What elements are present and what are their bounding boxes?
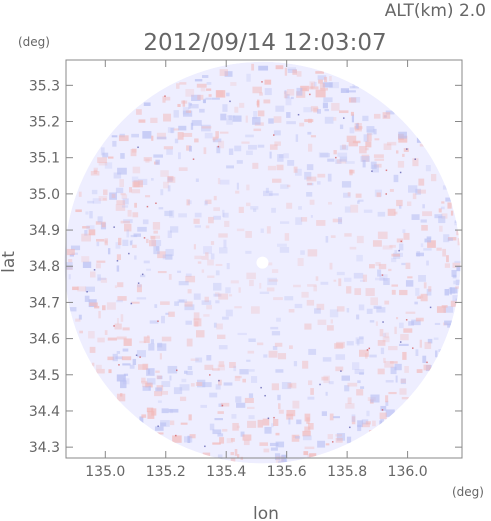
x-tick-label: 136.0 bbox=[388, 464, 428, 480]
y-tick-label: 35.2 bbox=[29, 115, 60, 131]
x-tick-label: 135.6 bbox=[267, 464, 307, 480]
y-axis-title: lat bbox=[0, 251, 19, 273]
x-tick-label: 135.2 bbox=[146, 464, 186, 480]
y-tick-label: 34.8 bbox=[29, 259, 60, 275]
y-tick-label: 34.7 bbox=[29, 295, 60, 311]
plot-frame bbox=[65, 59, 463, 459]
y-tick-label: 35.3 bbox=[29, 78, 60, 94]
timestamp-title: 2012/09/14 12:03:07 bbox=[143, 30, 386, 56]
y-tick-label: 34.4 bbox=[29, 404, 60, 420]
x-axis-ticks: 135.0 135.2 135.4 135.6 135.8 136.0 bbox=[85, 60, 428, 480]
y-unit-label: (deg) bbox=[18, 35, 50, 49]
y-tick-label: 35.0 bbox=[29, 187, 60, 203]
x-tick-label: 135.8 bbox=[327, 464, 367, 480]
altitude-label: ALT(km) 2.0 bbox=[385, 1, 486, 21]
radar-data-field bbox=[64, 61, 461, 464]
x-axis-title: lon bbox=[253, 504, 279, 521]
x-tick-label: 135.0 bbox=[85, 464, 125, 480]
x-tick-label: 135.4 bbox=[206, 464, 246, 480]
y-tick-label: 34.6 bbox=[29, 332, 60, 348]
x-unit-label: (deg) bbox=[452, 485, 484, 499]
y-tick-label: 34.3 bbox=[29, 440, 60, 456]
y-axis-ticks: 34.3 34.4 34.5 34.6 34.7 34.8 34.9 35.0 35.1 35.2… bbox=[29, 78, 462, 456]
y-tick-label: 34.5 bbox=[29, 368, 60, 384]
y-tick-label: 35.1 bbox=[29, 151, 60, 167]
y-tick-label: 34.9 bbox=[29, 223, 60, 239]
